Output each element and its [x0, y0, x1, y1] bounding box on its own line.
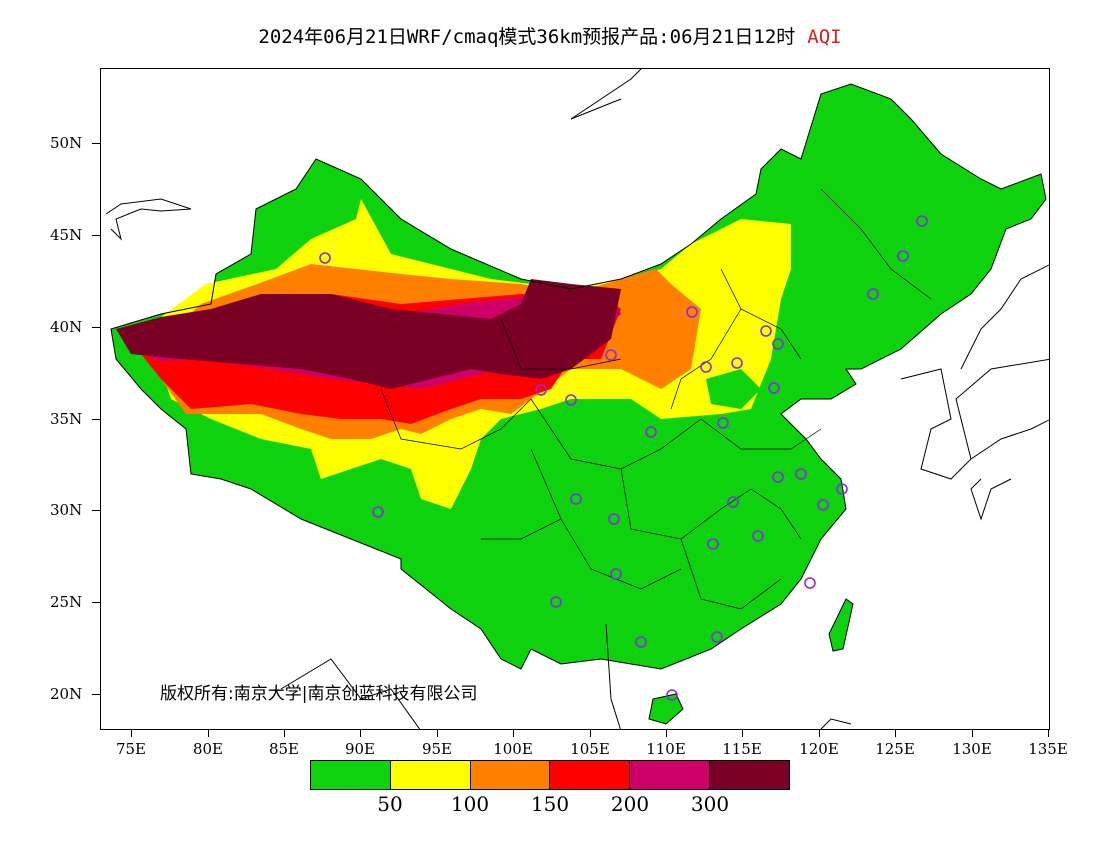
lat-label-35n: 35N — [50, 410, 83, 428]
lon-tick — [437, 730, 438, 737]
lon-tick — [284, 730, 285, 737]
lon-label-115e: 115E — [722, 740, 762, 758]
lat-label-20n: 20N — [50, 685, 83, 703]
aqi-map — [105, 69, 1049, 729]
lon-label-95e: 95E — [421, 740, 453, 758]
lon-tick — [972, 730, 973, 737]
legend-label-300: 300 — [690, 792, 730, 816]
country-border — [110, 83, 1047, 670]
lon-tick — [131, 730, 132, 737]
lon-label-125e: 125E — [875, 740, 915, 758]
neighbor-coastlines — [105, 69, 1049, 729]
color-legend — [310, 760, 790, 790]
region-good-patch-2 — [706, 369, 761, 409]
lon-label-120e: 120E — [799, 740, 839, 758]
lon-label-130e: 130E — [952, 740, 992, 758]
lat-label-50n: 50N — [50, 134, 83, 152]
lat-tick — [92, 327, 100, 328]
legend-swatch-good — [311, 761, 391, 789]
lon-label-90e: 90E — [344, 740, 376, 758]
lon-tick — [360, 730, 361, 737]
lat-tick — [92, 510, 100, 511]
lon-tick — [1048, 730, 1049, 737]
lat-tick — [92, 143, 100, 144]
station-markers — [319, 215, 928, 701]
lat-label-45n: 45N — [50, 226, 83, 244]
lat-tick — [92, 694, 100, 695]
lon-tick — [819, 730, 820, 737]
lon-tick — [895, 730, 896, 737]
lon-tick — [513, 730, 514, 737]
legend-label-50: 50 — [377, 792, 403, 816]
region-hazardous — [116, 279, 621, 389]
map-title: 2024年06月21日WRF/cmaq模式36km预报产品:06月21日12时 A… — [0, 22, 1100, 49]
title-variable: AQI — [807, 26, 842, 48]
lon-tick — [666, 730, 667, 737]
lon-tick — [742, 730, 743, 737]
lon-label-110e: 110E — [646, 740, 686, 758]
taiwan-island — [828, 598, 854, 652]
lon-label-80e: 80E — [192, 740, 224, 758]
title-main: 2024年06月21日WRF/cmaq模式36km预报产品:06月21日12时 — [258, 26, 796, 48]
lon-tick — [590, 730, 591, 737]
legend-label-100: 100 — [450, 792, 490, 816]
legend-swatch-moderate — [390, 761, 471, 789]
lon-label-75e: 75E — [115, 740, 147, 758]
lat-tick — [92, 419, 100, 420]
lat-label-25n: 25N — [50, 593, 83, 611]
lat-label-30n: 30N — [50, 501, 83, 519]
lat-label-40n: 40N — [50, 318, 83, 336]
region-good-patch — [616, 499, 661, 549]
legend-label-150: 150 — [530, 792, 570, 816]
lat-tick — [92, 235, 100, 236]
lon-tick — [208, 730, 209, 737]
lat-tick — [92, 602, 100, 603]
copyright-notice: 版权所有:南京大学|南京创蓝科技有限公司 — [160, 684, 478, 704]
province-borders — [380, 188, 932, 610]
map-panel — [100, 68, 1050, 730]
lon-label-100e: 100E — [493, 740, 533, 758]
lon-label-105e: 105E — [570, 740, 610, 758]
legend-swatch-very-unhealthy — [630, 761, 711, 789]
legend-swatch-sensitive — [470, 761, 551, 789]
legend-swatch-hazardous — [710, 761, 789, 789]
lon-label-135e: 135E — [1028, 740, 1068, 758]
lon-label-85e: 85E — [268, 740, 300, 758]
legend-swatch-unhealthy — [550, 761, 631, 789]
legend-label-200: 200 — [610, 792, 650, 816]
hainan-island — [648, 693, 684, 725]
